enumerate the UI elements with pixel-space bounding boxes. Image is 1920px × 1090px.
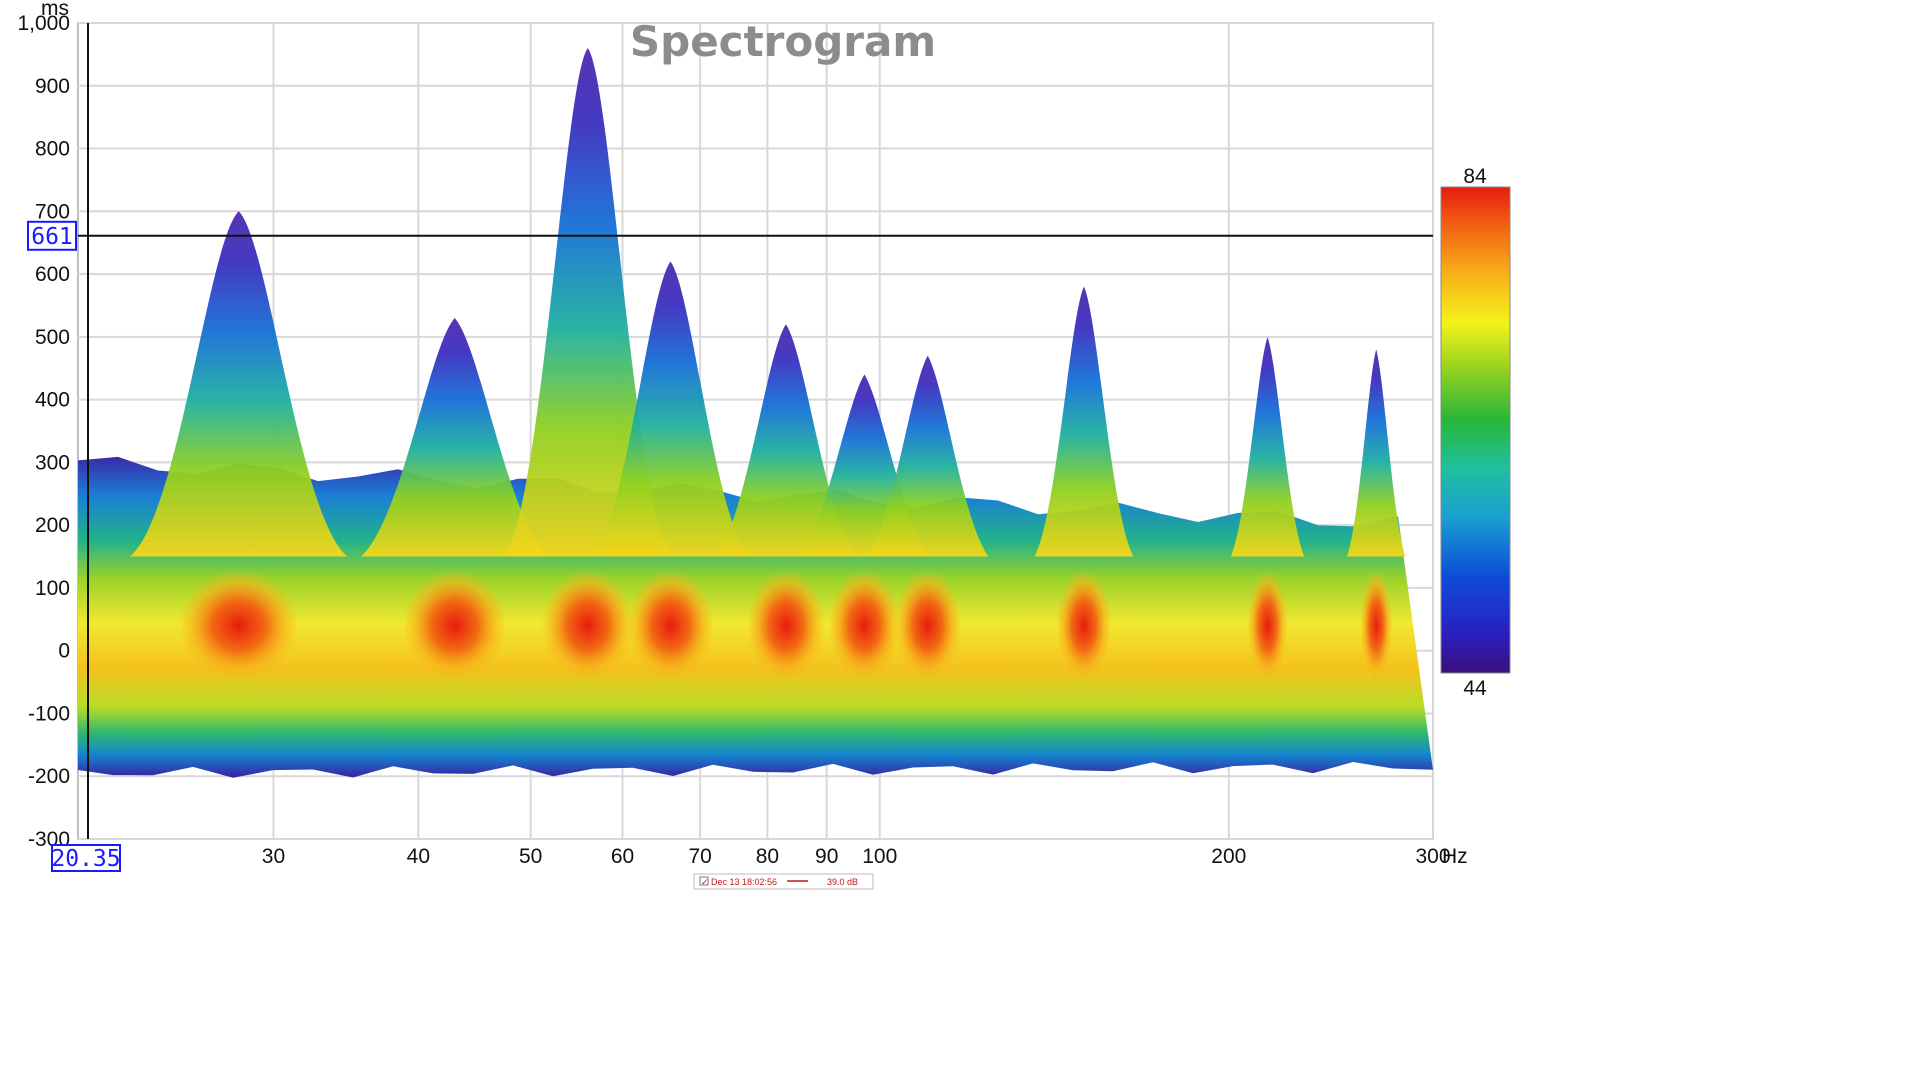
y-tick-label: -100 (28, 702, 70, 725)
peak-hotspot (541, 570, 635, 681)
y-tick-label: 0 (58, 640, 70, 663)
y-tick-label: 500 (35, 326, 70, 349)
decay-ridge (1034, 286, 1134, 557)
legend-checkbox-mark: ✓ (701, 877, 709, 887)
legend-box (693, 873, 874, 890)
peak-hotspot (178, 570, 299, 681)
y-tick-label: 800 (35, 138, 70, 161)
x-tick-label: 200 (1211, 845, 1246, 868)
y-tick-label: 600 (35, 263, 70, 286)
y-tick-label: 900 (35, 75, 70, 98)
decay-ridge (1347, 349, 1406, 557)
x-tick-label: 300 (1415, 845, 1450, 868)
cursor-x-value: 20.35 (51, 846, 120, 872)
y-tick-label: -200 (28, 765, 70, 788)
legend-date: Dec 13 18:02:56 (711, 877, 777, 887)
trace-legend[interactable]: ✓ Dec 13 18:02:56 39.0 dB (693, 873, 874, 890)
peak-hotspot (828, 570, 901, 681)
decay-ridge (591, 261, 750, 557)
y-tick-label: 400 (35, 389, 70, 412)
cursor-y-value: 661 (31, 224, 73, 250)
x-tick-label: 80 (756, 845, 779, 868)
color-scale-max: 84 (1463, 165, 1487, 188)
peak-hotspot (747, 570, 825, 681)
color-scale-min: 44 (1463, 677, 1487, 700)
peak-hotspot (1247, 570, 1288, 681)
chart-title: Spectrogram (630, 17, 936, 66)
y-tick-label: 300 (35, 451, 70, 474)
peak-hotspot (1056, 570, 1112, 681)
decay-ridge (715, 324, 857, 557)
x-tick-label: 70 (688, 845, 711, 868)
peak-hotspot (1360, 570, 1393, 681)
x-tick-label: 90 (815, 845, 838, 868)
legend-checkbox (699, 876, 709, 886)
cursor-y-box (27, 220, 77, 251)
peak-hotspot (627, 570, 714, 681)
y-tick-label: 1,000 (17, 12, 70, 35)
cursor-x-box (51, 844, 121, 872)
decay-ridge (1230, 336, 1305, 557)
y-unit-label: ms (41, 0, 69, 20)
color-scale: 84 44 (1440, 165, 1511, 700)
y-tick-label: 100 (35, 577, 70, 600)
legend-level: 39.0 dB (827, 877, 858, 887)
color-scale-bar (1440, 186, 1511, 674)
x-unit-label: Hz (1442, 845, 1468, 868)
decay-ridge (867, 355, 989, 557)
peak-hotspot (894, 570, 962, 681)
x-tick-label: 100 (862, 845, 897, 868)
x-tick-label: 40 (407, 845, 430, 868)
y-tick-label: 700 (35, 200, 70, 223)
peak-hotspot (403, 570, 507, 681)
decay-ridge (503, 48, 673, 557)
axes: 1,000 900 800 700 600 500 400 300 200 100 0 -100 -20… (17, 0, 1467, 868)
decay-ridge (361, 318, 549, 557)
decay-ridge (129, 211, 348, 557)
cursor-crosshair[interactable]: 661 20.35 (27, 23, 1433, 872)
y-tick-label: 200 (35, 514, 70, 537)
x-tick-label: 60 (611, 845, 634, 868)
x-tick-label: 30 (262, 845, 285, 868)
heatmap-surface (78, 48, 1433, 778)
x-tick-label: 50 (519, 845, 542, 868)
